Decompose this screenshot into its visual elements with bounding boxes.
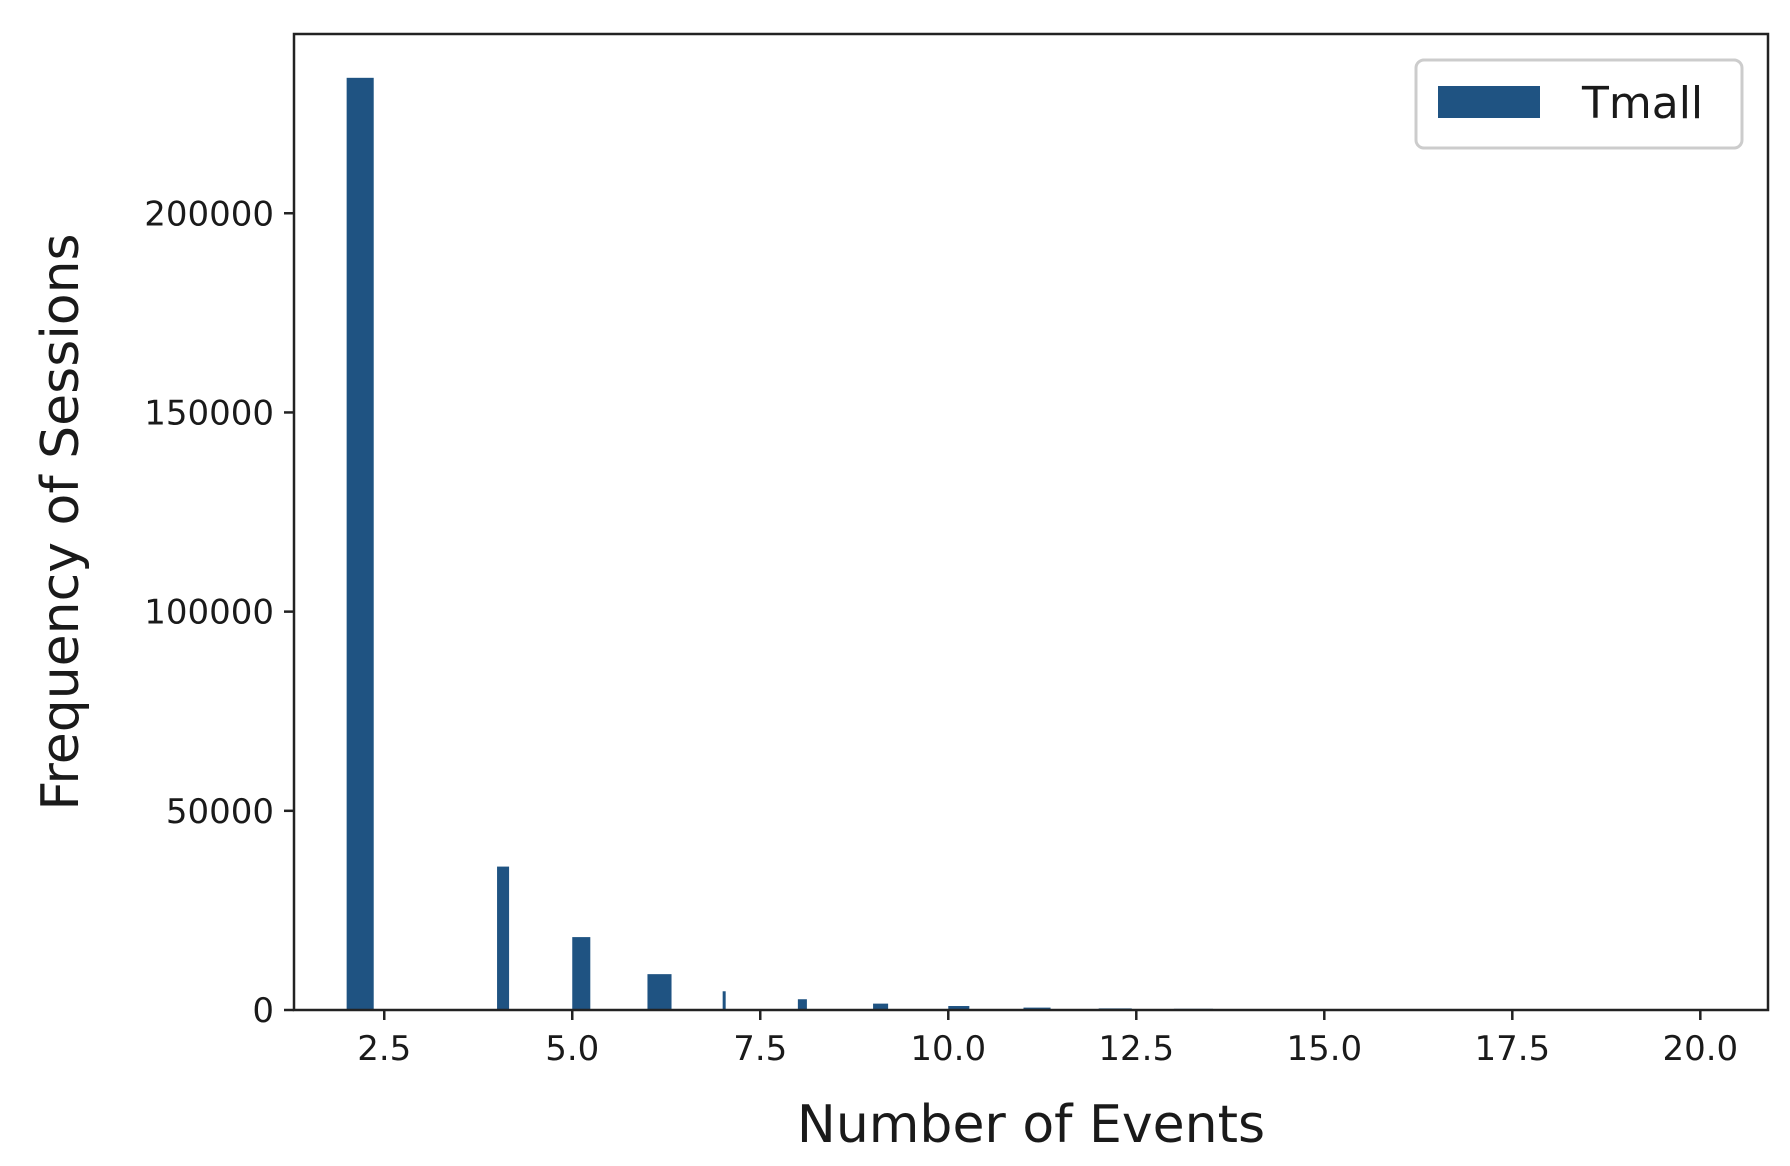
x-tick-label: 10.0 <box>910 1029 986 1069</box>
bar-8 <box>797 999 807 1010</box>
bar-5 <box>572 937 591 1010</box>
bar-9 <box>873 1003 889 1010</box>
y-tick-label: 150000 <box>144 393 274 433</box>
bar-10 <box>948 1006 970 1010</box>
x-axis: 2.5 5.0 7.5 10.0 12.5 15.0 17.5 20.0 <box>357 1010 1738 1069</box>
bar-7 <box>722 991 726 1010</box>
x-tick-label: 7.5 <box>733 1029 787 1069</box>
legend-box <box>1414 58 1744 150</box>
y-tick-label: 100000 <box>144 593 274 633</box>
x-tick-label: 12.5 <box>1098 1029 1174 1069</box>
y-tick-label: 50000 <box>166 792 274 832</box>
x-tick-label: 20.0 <box>1662 1029 1738 1069</box>
legend-label: Tmall <box>1581 78 1703 129</box>
x-axis-label: Number of Events <box>797 1095 1265 1155</box>
x-tick-label: 15.0 <box>1286 1029 1362 1069</box>
bar-6 <box>647 974 672 1010</box>
legend: Tmall <box>1414 58 1744 150</box>
x-tick-label: 5.0 <box>545 1029 599 1069</box>
bar-4 <box>497 866 510 1010</box>
legend-swatch <box>1438 86 1540 118</box>
x-tick-label: 17.5 <box>1474 1029 1550 1069</box>
y-axis-label: Frequency of Sessions <box>31 233 91 810</box>
y-tick-label: 0 <box>252 991 274 1031</box>
x-tick-label: 2.5 <box>357 1029 411 1069</box>
bars-group <box>346 77 1728 1010</box>
y-tick-label: 200000 <box>144 194 274 234</box>
plot-frame <box>292 32 1770 1012</box>
bar-2 <box>346 77 374 1010</box>
y-axis: 0 50000 100000 150000 200000 <box>144 194 294 1031</box>
